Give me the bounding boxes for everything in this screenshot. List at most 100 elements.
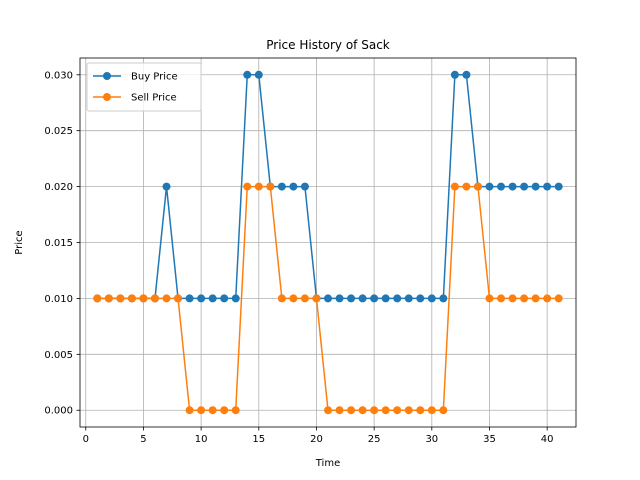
- y-tick-label: 0.030: [44, 70, 73, 81]
- data-point: [277, 182, 286, 191]
- data-point: [497, 294, 506, 303]
- data-point: [508, 294, 517, 303]
- data-point: [543, 294, 552, 303]
- data-point: [427, 406, 436, 415]
- x-tick-label: 35: [483, 434, 496, 445]
- data-point: [531, 294, 540, 303]
- data-point: [381, 406, 390, 415]
- data-point: [439, 406, 448, 415]
- data-point: [462, 70, 471, 79]
- data-point: [243, 182, 252, 191]
- data-point: [208, 406, 217, 415]
- x-tick-label: 10: [195, 434, 208, 445]
- x-axis-label: Time: [315, 458, 340, 469]
- legend-box: [86, 62, 202, 112]
- data-point: [439, 294, 448, 303]
- chart-title: Price History of Sack: [266, 38, 390, 52]
- data-point: [347, 294, 356, 303]
- data-point: [243, 70, 252, 79]
- data-point: [300, 294, 309, 303]
- y-tick-label: 0.020: [44, 182, 73, 193]
- data-point: [197, 294, 206, 303]
- x-tick-label: 20: [310, 434, 323, 445]
- data-point: [254, 182, 263, 191]
- data-point: [324, 294, 332, 303]
- data-point: [381, 294, 390, 303]
- y-tick-label: 0.000: [44, 406, 73, 417]
- y-tick-label: 0.025: [44, 126, 73, 137]
- data-point: [254, 70, 263, 79]
- data-point: [185, 294, 194, 303]
- data-point: [231, 294, 240, 303]
- data-point: [393, 294, 402, 303]
- data-point: [220, 294, 229, 303]
- data-point: [185, 406, 194, 415]
- legend: Buy Price Sell Price: [86, 62, 202, 112]
- y-axis-ticks: 0.000 0.005 0.010 0.015 0.020 0.025 0.030: [44, 70, 80, 417]
- data-point: [508, 182, 517, 191]
- data-point: [335, 406, 344, 415]
- y-tick-label: 0.005: [44, 350, 73, 361]
- data-point: [404, 406, 413, 415]
- data-point: [312, 294, 321, 303]
- data-point: [104, 294, 113, 303]
- data-point: [162, 294, 171, 303]
- grid-lines: [80, 58, 576, 427]
- legend-label: Sell Price: [131, 93, 177, 104]
- data-point: [370, 406, 379, 415]
- x-tick-label: 25: [368, 434, 381, 445]
- series-layer: [93, 70, 563, 415]
- y-axis-label: Price: [14, 230, 25, 254]
- series-sell-price: [93, 182, 563, 415]
- data-point: [393, 406, 402, 415]
- data-point: [116, 294, 125, 303]
- data-point: [289, 182, 298, 191]
- data-point: [520, 182, 529, 191]
- y-tick-label: 0.015: [44, 238, 73, 249]
- data-point: [404, 294, 413, 303]
- x-tick-label: 15: [252, 434, 265, 445]
- data-point: [485, 294, 494, 303]
- data-point: [231, 406, 240, 415]
- x-tick-label: 30: [425, 434, 438, 445]
- x-tick-label: 40: [541, 434, 554, 445]
- data-point: [162, 182, 171, 191]
- legend-marker: [103, 93, 111, 101]
- data-point: [473, 182, 482, 191]
- data-point: [520, 294, 529, 303]
- data-point: [370, 294, 379, 303]
- data-point: [127, 294, 136, 303]
- x-tick-label: 0: [83, 434, 89, 445]
- data-point: [462, 182, 471, 191]
- data-point: [416, 294, 425, 303]
- data-point: [416, 406, 425, 415]
- data-point: [497, 182, 506, 191]
- data-point: [554, 294, 563, 303]
- data-point: [266, 182, 275, 191]
- data-point: [139, 294, 148, 303]
- data-point: [300, 182, 309, 191]
- data-point: [347, 406, 356, 415]
- legend-label: Buy Price: [131, 72, 178, 83]
- data-point: [358, 406, 367, 415]
- data-point: [208, 294, 217, 303]
- x-tick-label: 5: [140, 434, 146, 445]
- y-tick-label: 0.010: [44, 294, 73, 305]
- data-point: [358, 294, 367, 303]
- data-point: [220, 406, 229, 415]
- legend-marker: [103, 72, 111, 80]
- data-point: [197, 406, 206, 415]
- data-point: [554, 182, 563, 191]
- data-point: [324, 406, 332, 415]
- data-point: [450, 70, 459, 79]
- data-point: [335, 294, 344, 303]
- data-point: [531, 182, 540, 191]
- data-point: [289, 294, 298, 303]
- data-point: [93, 294, 102, 303]
- data-point: [485, 182, 494, 191]
- x-axis-ticks: 0 5 10 15 20 25 30 35 40: [83, 427, 554, 445]
- data-point: [277, 294, 286, 303]
- data-point: [450, 182, 459, 191]
- data-point: [150, 294, 159, 303]
